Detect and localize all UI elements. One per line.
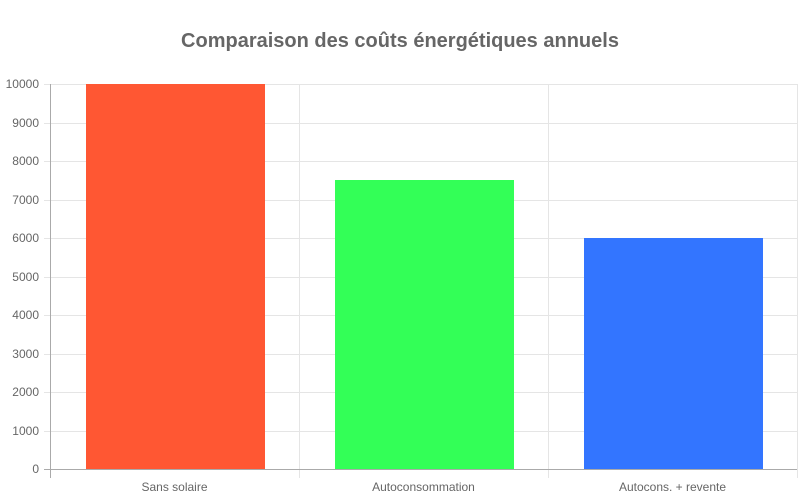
gridline — [44, 84, 797, 85]
y-tick-label: 10000 — [5, 77, 39, 91]
y-tick-label: 4000 — [12, 308, 39, 322]
x-tick-label: Autoconsommation — [372, 480, 475, 494]
y-tick-label: 6000 — [12, 231, 39, 245]
x-axis — [44, 469, 797, 470]
gridline — [44, 161, 797, 162]
gridline — [797, 84, 798, 478]
y-tick-label: 0 — [32, 462, 39, 476]
gridline — [299, 84, 300, 478]
y-tick-label: 3000 — [12, 346, 39, 361]
bar[interactable] — [86, 84, 265, 469]
gridline — [44, 122, 797, 124]
y-tick-label: 2000 — [12, 385, 39, 399]
y-tick-label: 8000 — [12, 154, 39, 168]
y-tick-label: 1000 — [12, 423, 39, 438]
chart-title: Comparaison des coûts énergétiques annue… — [181, 30, 619, 52]
x-tick-label: Sans solaire — [141, 480, 208, 494]
x-tick-label: Autocons. + revente — [618, 480, 727, 494]
gridline — [548, 84, 549, 478]
bar[interactable] — [335, 180, 514, 469]
bar[interactable] — [584, 238, 763, 469]
y-tick-label: 9000 — [12, 115, 39, 130]
plot-area: 0 1000 2000 3000 4000 5000 6000 7000 8000 9000 100… — [6, 77, 798, 494]
y-tick-label: 5000 — [12, 269, 39, 284]
y-tick-label: 7000 — [12, 192, 39, 207]
y-axis — [50, 84, 51, 478]
